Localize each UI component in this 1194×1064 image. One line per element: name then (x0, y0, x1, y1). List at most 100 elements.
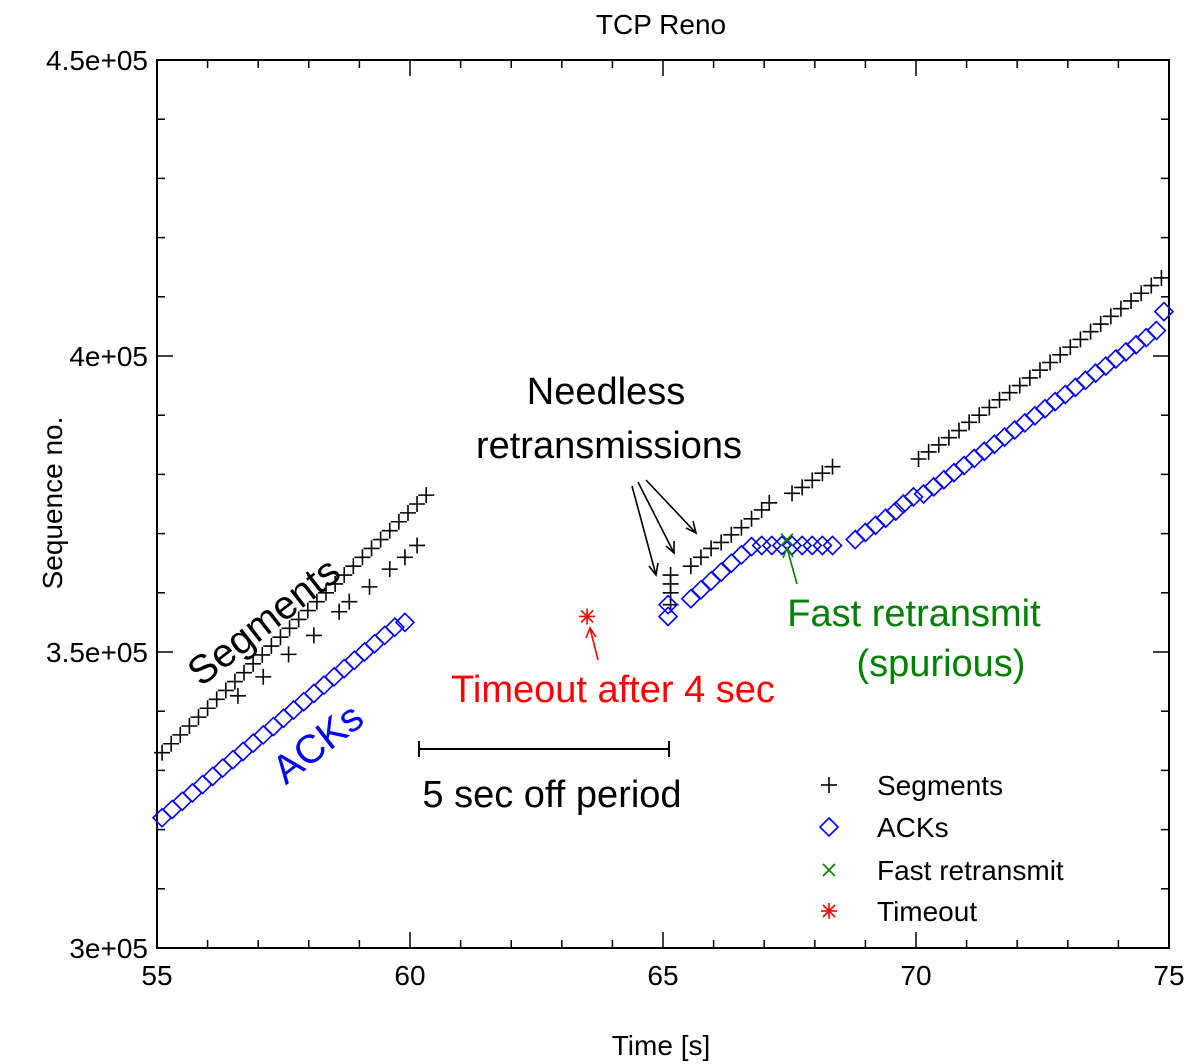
segment-marker (226, 673, 243, 690)
x-tick-label: 65 (647, 960, 678, 991)
segment-marker (1011, 377, 1028, 394)
ack-marker (151, 807, 173, 828)
segment-marker (381, 561, 398, 578)
series-fast-retransmit (780, 532, 794, 547)
segment-marker (761, 494, 778, 511)
ack-marker (933, 469, 954, 490)
segment-marker (1082, 323, 1099, 340)
segment-marker (163, 735, 180, 752)
segment-marker (1133, 285, 1150, 302)
segment-marker (1112, 300, 1129, 317)
ack-marker (344, 650, 365, 671)
ack-marker (1095, 355, 1116, 377)
ack-marker (1125, 334, 1147, 355)
ack-marker (875, 508, 896, 529)
y-tick-label: 4e+05 (69, 341, 148, 372)
segment-marker (418, 487, 435, 504)
ack-marker (162, 799, 183, 820)
annotation-retransmissions: retransmissions (476, 425, 742, 467)
annotation-acks: ACKs (264, 695, 372, 793)
legend: Segments ACKs Fast retransmit Timeout (818, 770, 1064, 927)
ack-marker (1004, 419, 1025, 441)
ack-marker (293, 691, 314, 712)
ack-marker (711, 561, 732, 583)
segment-marker (1072, 331, 1089, 348)
ack-marker (1024, 405, 1046, 426)
ack-marker (253, 724, 274, 746)
segment-marker (981, 399, 998, 416)
segment-marker (794, 479, 811, 496)
segment-marker (1102, 308, 1119, 325)
segment-marker (236, 664, 253, 681)
ack-marker (913, 483, 934, 505)
segment-marker (961, 414, 978, 431)
segment-marker (1062, 339, 1079, 356)
ack-marker (994, 426, 1015, 448)
x-axis-label: Time [s] (612, 1030, 711, 1061)
ack-marker (313, 675, 335, 696)
x-tick-label: 75 (1153, 960, 1184, 991)
arrow-needless-2 (637, 481, 675, 555)
legend-item-fast-retransmit: Fast retransmit (822, 855, 1064, 886)
segment-marker (409, 537, 426, 554)
ack-marker (232, 741, 254, 762)
ack-marker (1045, 391, 1066, 412)
segment-marker (372, 531, 389, 548)
chart-title: TCP Reno (596, 9, 726, 40)
arrow-fast-retransmit (782, 546, 798, 585)
ack-marker (303, 683, 324, 704)
plus-marker-icon (821, 777, 837, 793)
segment-marker (951, 422, 968, 439)
ack-marker (384, 617, 405, 638)
arrow-needless-1 (631, 485, 659, 577)
ack-marker (964, 448, 985, 469)
segment-marker (1052, 346, 1069, 363)
ack-marker (1105, 348, 1127, 370)
ack-marker (731, 544, 752, 566)
segment-marker (1001, 384, 1018, 401)
arrow-needless-3 (645, 479, 698, 535)
segment-marker (409, 496, 426, 512)
ack-marker (364, 633, 385, 654)
segment-marker (181, 718, 198, 734)
segment-marker (396, 549, 413, 566)
ack-marker (1153, 301, 1175, 322)
segment-marker (327, 575, 344, 592)
segment-marker (190, 709, 207, 726)
ack-marker (943, 462, 965, 483)
axis-tick-labels: 55 60 65 70 75 3e+05 3.5e+05 4e+05 4.5e+05 (46, 45, 1185, 991)
segment-marker (308, 593, 325, 610)
segment-marker (272, 629, 289, 646)
segment-marker (361, 578, 378, 595)
ack-marker (657, 594, 679, 615)
segment-marker (331, 603, 348, 620)
ack-marker (182, 782, 203, 804)
segment-marker (299, 602, 316, 619)
segment-marker (1143, 277, 1160, 294)
segment-marker (682, 558, 699, 575)
legend-label-acks: ACKs (877, 812, 949, 843)
y-axis-label: Sequence no. (37, 417, 68, 590)
segment-marker (305, 627, 322, 644)
ack-marker (202, 766, 223, 787)
segment-marker (824, 458, 841, 475)
segment-marker (290, 611, 307, 628)
ack-marker (1115, 341, 1137, 362)
legend-label-timeout: Timeout (877, 896, 977, 927)
ack-marker (721, 553, 742, 574)
segment-marker (1021, 369, 1038, 386)
segment-marker (1092, 316, 1109, 333)
ack-marker (741, 536, 762, 557)
segment-marker (784, 485, 801, 502)
segment-marker (390, 513, 407, 530)
ack-marker (212, 757, 233, 779)
x-tick-label: 55 (141, 960, 172, 991)
ack-marker (845, 529, 866, 550)
segment-marker (199, 700, 216, 717)
ack-marker (192, 774, 213, 795)
ack-marker (657, 606, 679, 627)
ack-marker (374, 625, 395, 646)
ack-marker (885, 500, 906, 522)
ack-marker (984, 434, 1005, 455)
